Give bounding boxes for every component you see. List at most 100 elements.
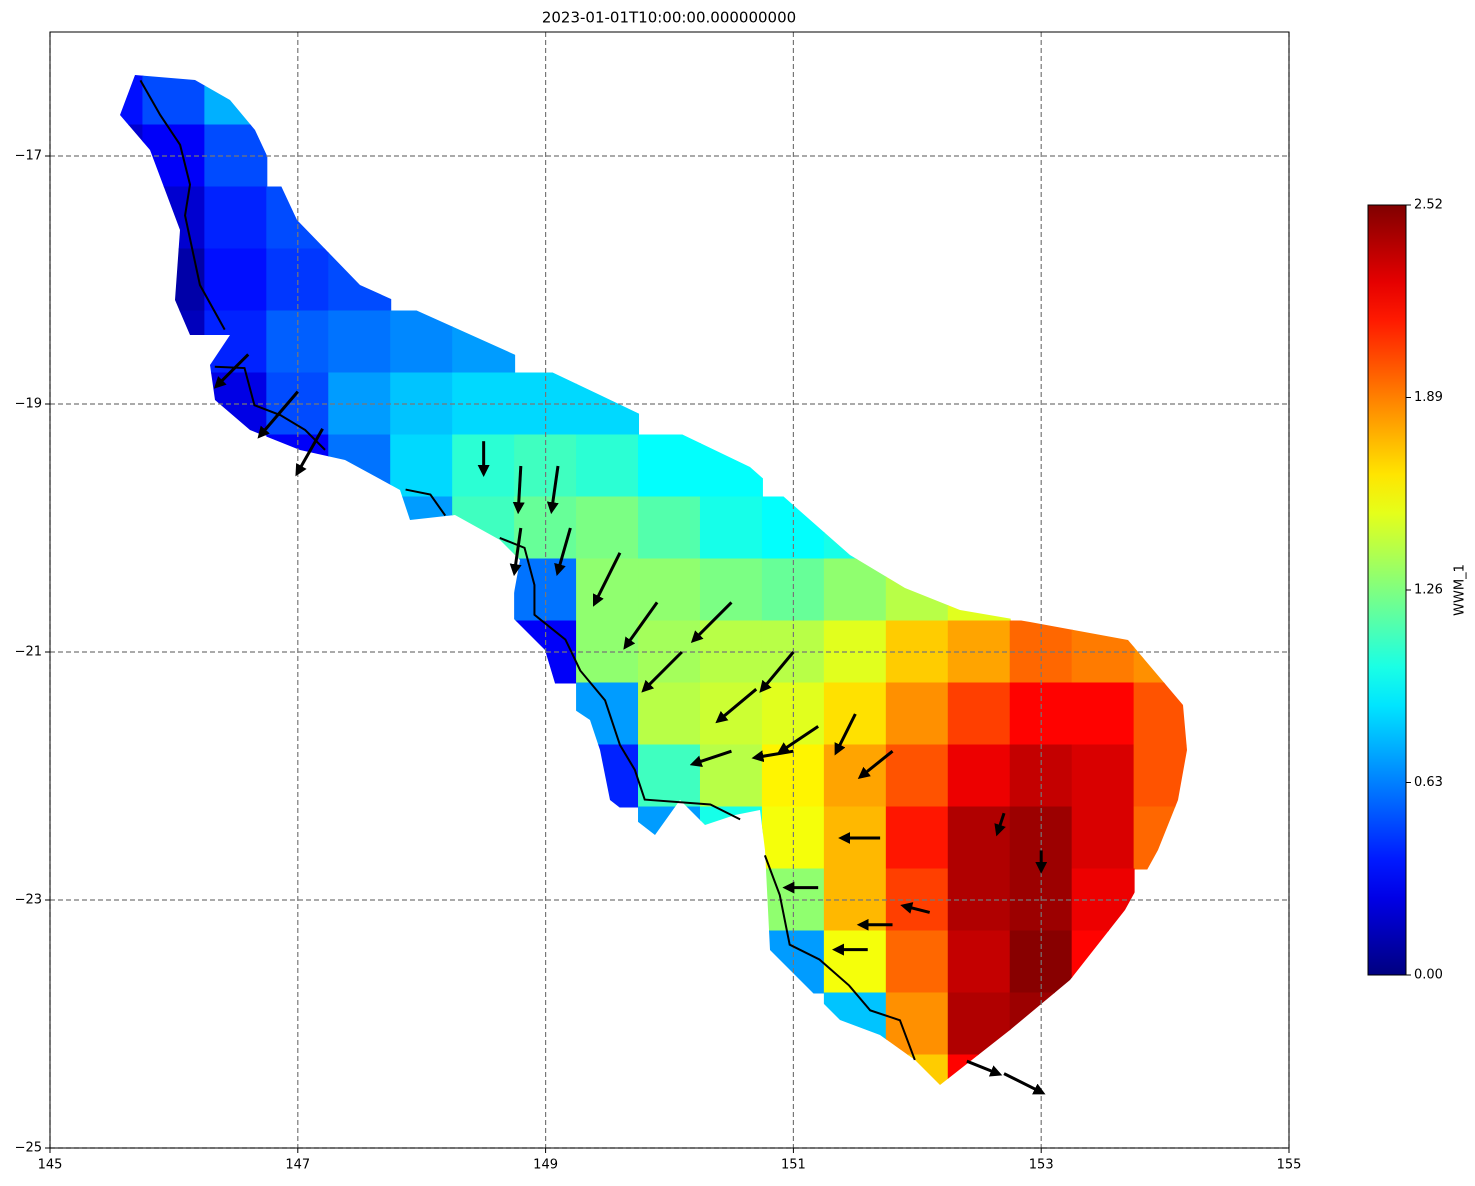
colorbar (1367, 204, 1407, 976)
wind-arrow (623, 601, 659, 650)
wind-arrow (554, 527, 572, 577)
field-cell (699, 558, 763, 622)
field-cell (823, 930, 887, 994)
wind-arrow (641, 650, 683, 693)
wind-arrow (857, 750, 894, 780)
field-cell (823, 744, 887, 808)
field-cell (328, 434, 392, 498)
arrow-layer (213, 353, 1048, 1095)
field-cell (204, 75, 268, 126)
wind-arrow (1003, 1072, 1046, 1095)
x-tick-label: 155 (1277, 1158, 1302, 1173)
field-cell (142, 248, 206, 312)
field-cell (699, 434, 763, 498)
coastline (499, 536, 741, 821)
field-cell (390, 310, 454, 374)
y-tick-label: −21 (15, 645, 42, 660)
field-cell (1071, 744, 1135, 808)
wind-arrow (213, 353, 250, 389)
wind-arrow (509, 527, 523, 577)
field-cell (576, 434, 640, 498)
field-cell (1133, 682, 1187, 746)
chart-title: 2023-01-01T10:00:00.000000000 (542, 9, 796, 27)
wind-arrow (759, 651, 795, 693)
field-cell (638, 558, 701, 622)
y-tick-label: −17 (15, 149, 42, 164)
field-cell (885, 806, 949, 870)
field-cell (452, 310, 516, 374)
axes-layer: 145 147 149 151 153 155 −25 −23 −21 −19 −17 (15, 31, 1302, 1173)
x-tick-label: 145 (38, 1158, 63, 1173)
coastline-layer (139, 79, 916, 1061)
plot-frame (49, 31, 1290, 1149)
field-cell (699, 496, 763, 560)
field-cell (947, 744, 1011, 808)
field-cell (885, 744, 949, 808)
colorbar-tick-label: 2.52 (1414, 198, 1443, 213)
wind-arrow (690, 601, 733, 643)
field-cell (390, 434, 454, 498)
field-cell (390, 496, 454, 560)
x-tick-label: 149 (533, 1158, 558, 1173)
field-cell (328, 248, 392, 312)
field-cell (699, 744, 763, 808)
y-tick-label: −19 (15, 397, 42, 412)
field-cell (885, 1054, 949, 1085)
field-cell (823, 558, 887, 622)
wind-arrow (257, 390, 299, 439)
field-layer (120, 75, 1187, 1085)
field-cell (204, 248, 268, 312)
field-cell (120, 75, 144, 126)
field-cell (885, 558, 949, 622)
coastline (139, 79, 226, 331)
wind-arrow (777, 725, 820, 754)
wind-arrow (994, 812, 1006, 837)
field-cell (638, 806, 701, 870)
field-cell (823, 992, 887, 1056)
field-cell (142, 310, 206, 374)
wind-arrow (834, 713, 857, 756)
field-cell (576, 744, 640, 808)
colorbar-tick-label: 1.26 (1414, 583, 1443, 598)
field-cell (638, 682, 701, 746)
field-cell (1071, 682, 1135, 746)
field-cell (947, 558, 1011, 622)
colorbar-tick-label: 0.63 (1414, 775, 1443, 790)
field-cell (328, 310, 392, 374)
field-cell (1071, 806, 1135, 870)
coastline (405, 488, 447, 517)
field-cell (947, 992, 1011, 1056)
coastline (763, 855, 916, 1061)
field-cell (142, 75, 206, 126)
field-cell (142, 186, 206, 250)
field-cell (823, 496, 887, 560)
field-cell (638, 496, 701, 560)
x-tick-label: 147 (285, 1158, 310, 1173)
wind-arrow (966, 1059, 1003, 1077)
field-cell (204, 186, 268, 250)
field-cell (1071, 930, 1135, 994)
wind-arrow (512, 465, 525, 515)
field-cell (576, 496, 640, 560)
wind-arrow (715, 688, 758, 724)
y-tick-label: −23 (15, 893, 42, 908)
field-cell (638, 744, 701, 808)
wind-arrow (751, 749, 794, 763)
field-cell (885, 682, 949, 746)
field-cell (452, 496, 516, 560)
wind-arrow (593, 552, 622, 607)
field-cell (885, 930, 949, 994)
y-tick-label: −25 (15, 1141, 42, 1156)
colorbar-tick-label: 0.00 (1414, 968, 1443, 983)
field-cell (947, 806, 1011, 870)
field-cell (576, 682, 640, 746)
field-cell (885, 992, 949, 1056)
x-tick-label: 153 (1029, 1158, 1054, 1173)
wind-arrow (900, 902, 931, 914)
wind-arrow (689, 749, 732, 768)
field-cell (947, 682, 1011, 746)
field-cell (1133, 744, 1187, 808)
colorbar-tick-label: 1.89 (1414, 390, 1443, 405)
field-cell (947, 1054, 1011, 1085)
